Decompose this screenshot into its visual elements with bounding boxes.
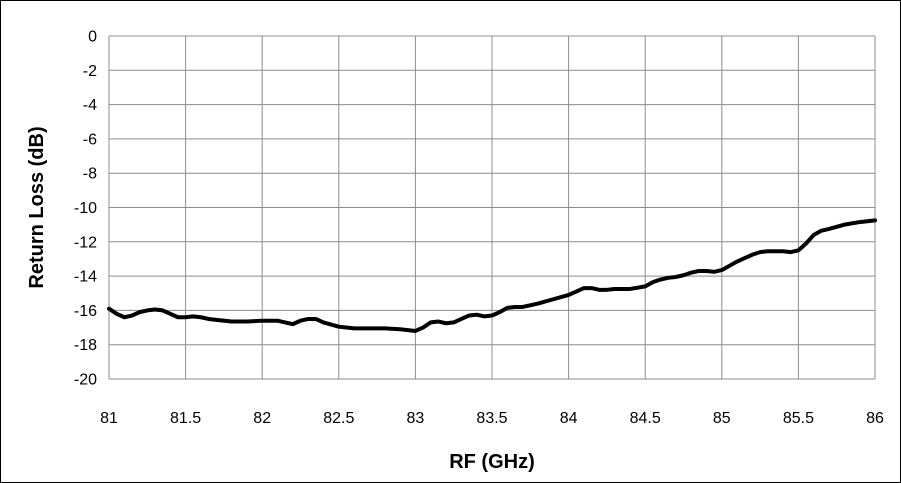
- y-tick-label: -2: [83, 63, 97, 80]
- x-axis-title: RF (GHz): [449, 451, 535, 473]
- y-axis-title: Return Loss (dB): [26, 126, 48, 288]
- x-tick-label: 82: [253, 410, 271, 427]
- y-tick-label: -12: [74, 234, 97, 251]
- y-tick-label: -16: [74, 303, 97, 320]
- y-tick-label: -18: [74, 337, 97, 354]
- series-layer: [107, 218, 877, 333]
- grid: [108, 35, 876, 380]
- y-tick-label: -14: [74, 269, 97, 286]
- series-line-0: [107, 218, 877, 333]
- x-tick-label: 81: [100, 410, 118, 427]
- y-tick-label: -6: [83, 131, 97, 148]
- x-tick-label: 85: [713, 410, 731, 427]
- y-tick-label: -10: [74, 200, 97, 217]
- x-tick-label: 86: [866, 410, 884, 427]
- y-tick-label: -20: [74, 372, 97, 389]
- x-tick-label: 83.5: [476, 410, 507, 427]
- x-tick-label: 82.5: [323, 410, 354, 427]
- x-tick-labels: 81 81.5 82 82.5 83 83.5 84 84.5 85 85.5 86: [100, 410, 884, 427]
- x-tick-label: 83: [407, 410, 425, 427]
- y-tick-label: -8: [83, 166, 97, 183]
- y-tick-label: 0: [88, 29, 97, 46]
- x-tick-label: 84: [560, 410, 578, 427]
- x-tick-label: 81.5: [170, 410, 201, 427]
- x-tick-label: 85.5: [783, 410, 814, 427]
- y-tick-label: -4: [83, 97, 97, 114]
- x-tick-label: 84.5: [630, 410, 661, 427]
- y-tick-labels: 0 -2 -4 -6 -8 -10 -12 -14 -16 -18 -20: [74, 29, 97, 389]
